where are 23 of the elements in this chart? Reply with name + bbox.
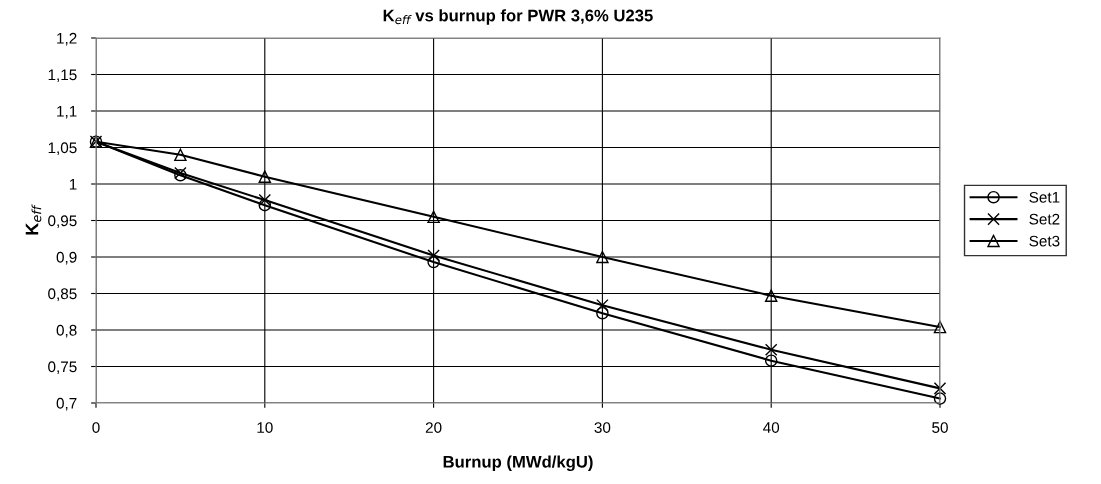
y-tick-label: 1,15 (48, 69, 77, 82)
chart-title: K$_{eff}$ vs burnup for PWR 3,6% U235 (383, 9, 653, 25)
x-tick-label: 30 (594, 422, 611, 433)
y-tick-label: 0,8 (56, 324, 77, 338)
x-tick-label: 10 (257, 422, 273, 433)
y-tick-label: 1,2 (57, 32, 77, 46)
y-tick-label: 0,85 (48, 288, 77, 301)
x-tick-label: 40 (763, 422, 780, 433)
y-tick-label: 0,95 (48, 215, 77, 228)
x-tick-label: 20 (425, 422, 442, 433)
legend-label: Set1 (1029, 191, 1060, 203)
x-tick-label: 0 (92, 422, 100, 433)
y-tick-label: 0,75 (48, 361, 77, 374)
y-tick-label: 1 (69, 179, 77, 190)
y-tick-label: 0,9 (56, 251, 77, 265)
x-axis-title: Burnup (MWd/kgU) (443, 455, 593, 472)
y-tick-label: 1,05 (48, 142, 77, 155)
y-tick-label: 0,7 (56, 397, 77, 411)
x-tick-label: 50 (932, 422, 948, 433)
legend-label: Set3 (1029, 235, 1060, 247)
y-tick-label: 1,1 (57, 106, 77, 119)
y-axis-title: K$_{eff}$ (25, 204, 42, 235)
legend-label: Set2 (1029, 213, 1060, 225)
